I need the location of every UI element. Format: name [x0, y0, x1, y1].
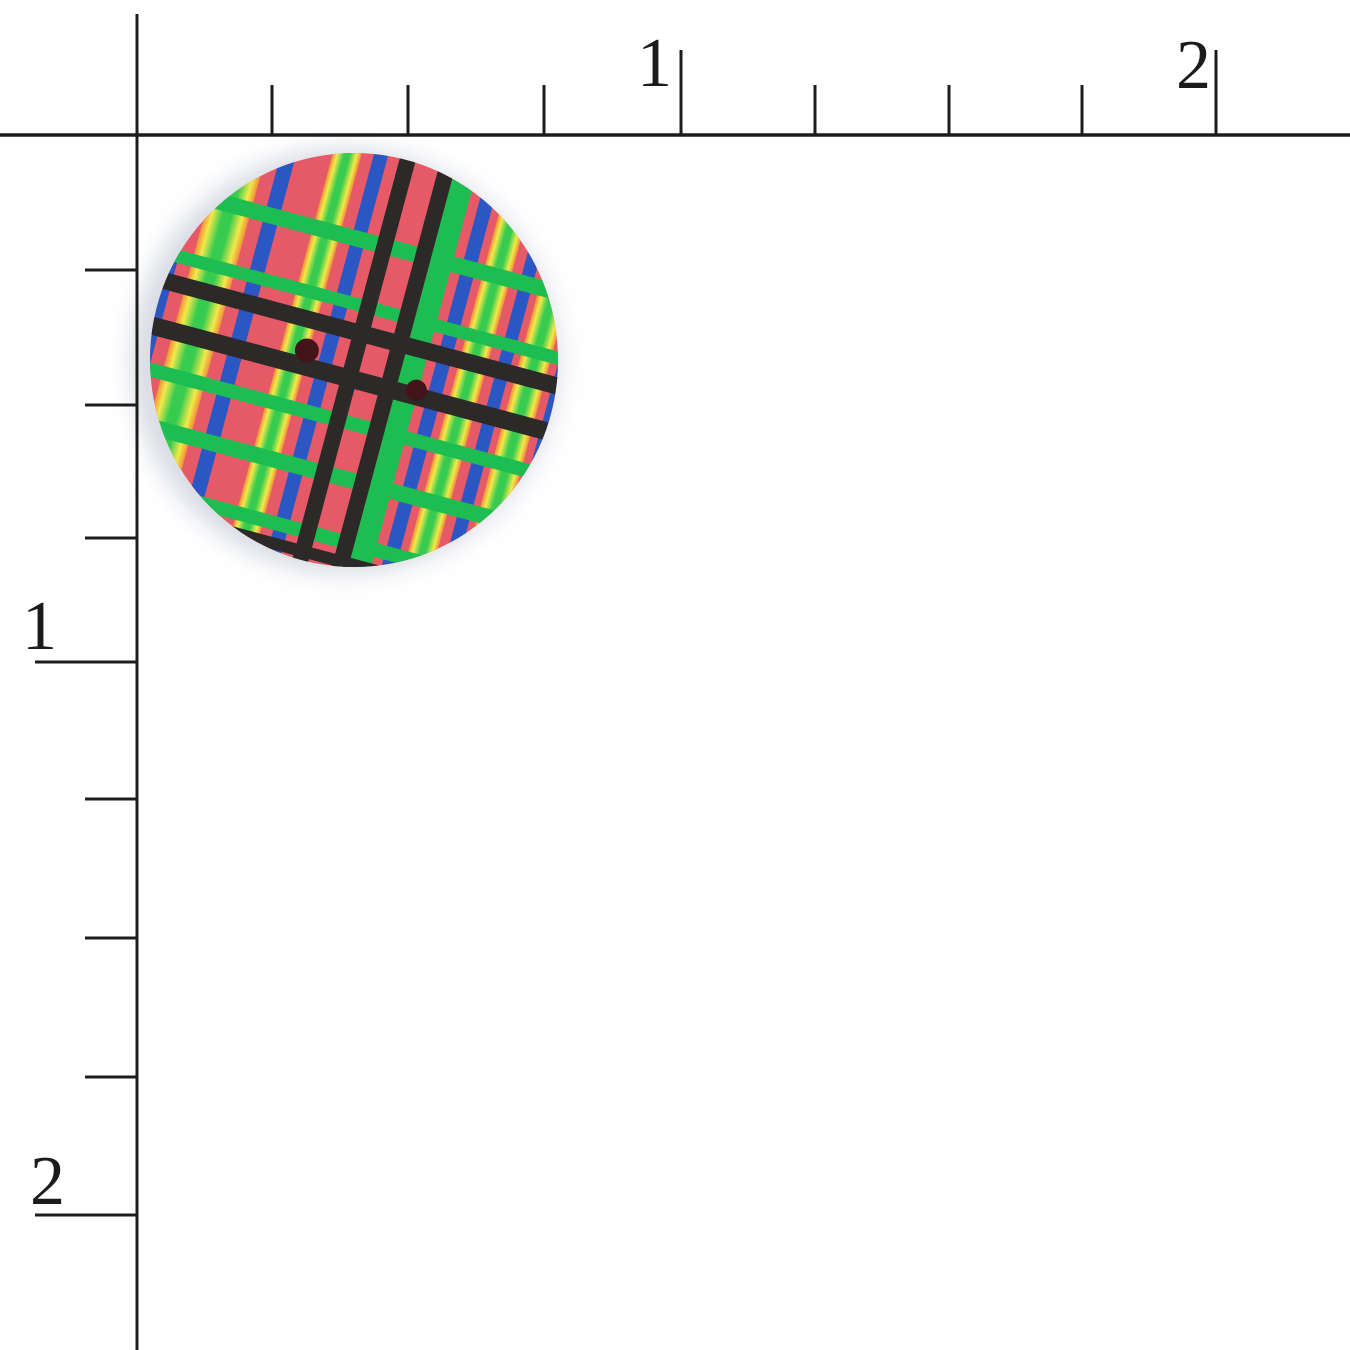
top-ruler-number: 1 — [637, 25, 672, 102]
button-hole — [405, 379, 427, 401]
inch-ruler: 1 2 1 2 — [0, 14, 1350, 1350]
warp-stripe-rainbow — [213, 153, 379, 567]
button-hole — [294, 338, 319, 363]
top-ruler-number: 2 — [1176, 27, 1211, 104]
warp-stripe-blue — [165, 153, 318, 567]
plaid-button — [150, 153, 558, 567]
warp-stripe-blue — [420, 153, 558, 567]
warp-stripe-rainbow — [383, 153, 549, 567]
warp-stripe-black — [277, 153, 431, 567]
plaid-weave — [150, 153, 558, 567]
warp-stripe-blue — [252, 153, 404, 567]
warp-stripe-black — [316, 153, 469, 567]
left-ruler-number: 2 — [30, 1143, 65, 1220]
warp-stripe-green — [331, 153, 491, 567]
warp-stripe-blue — [362, 153, 514, 567]
button-clipped-area — [150, 153, 558, 567]
left-ruler-number: 1 — [22, 588, 57, 665]
